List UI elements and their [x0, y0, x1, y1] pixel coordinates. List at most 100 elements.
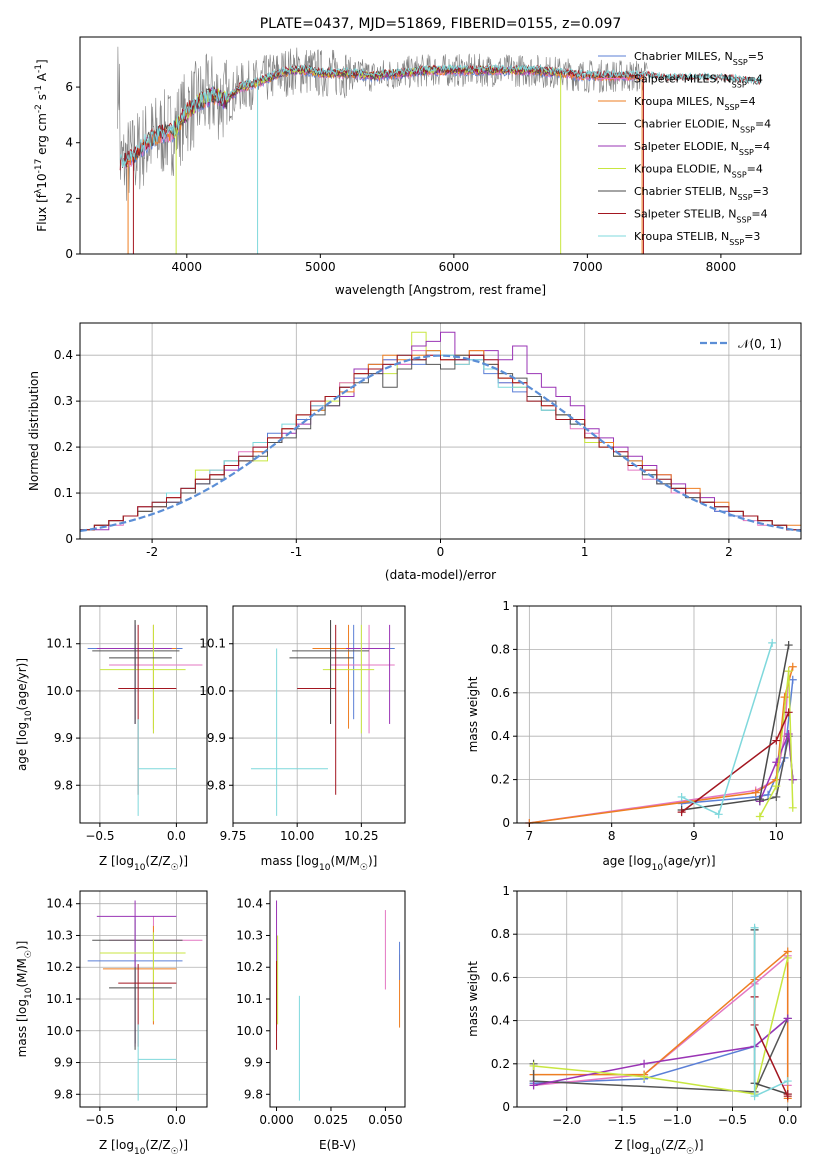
y-tick-label: 1	[502, 884, 510, 898]
series-marker	[788, 662, 797, 671]
y-tick-label: 0	[65, 532, 73, 546]
series-kroupa-elodie	[529, 953, 792, 1099]
y-tick-label: 10.4	[46, 897, 73, 911]
series-line	[533, 1017, 789, 1084]
label-part: (Z/Z	[145, 1138, 170, 1152]
legend-sub: SSP	[736, 215, 751, 224]
series-marker	[750, 1092, 759, 1101]
y-tick-label: 9.9	[207, 731, 226, 745]
x-axis-label: age [log10(age/yr)]	[602, 854, 715, 873]
plot-frame	[516, 605, 802, 824]
legend-value: =4	[747, 73, 763, 86]
series-marker	[755, 795, 764, 804]
errorbar-kroupa-elodie	[99, 624, 186, 734]
errorbar-salpeter-elodie	[345, 624, 391, 724]
series-marker	[784, 708, 793, 717]
x-axis-label: Z [log10(Z/Z☉)]	[99, 1138, 188, 1157]
series-marker	[784, 667, 793, 676]
series-salpeter-elodie	[529, 1014, 792, 1090]
legend-label: Chabrier MILES, N	[634, 50, 733, 63]
label-part: Z [log	[99, 1138, 134, 1152]
label-part: A	[35, 72, 49, 85]
label-part: 10	[134, 863, 146, 873]
errorbar-kroupa-stelib	[250, 648, 328, 816]
label-part: 10	[649, 1147, 661, 1157]
series-salpeter-stelib	[677, 708, 793, 817]
y-axis-label: Normed distribution	[27, 371, 41, 491]
series-kroupa-stelib	[750, 923, 792, 1101]
weight-lines	[529, 923, 792, 1103]
errorbar-kroupa-elodie	[99, 932, 186, 1022]
chart-title: PLATE=0437, MJD=51869, FIBERID=0155, z=0…	[260, 16, 622, 32]
errorbar-salpeter-stelib	[297, 624, 337, 795]
legend-label: Kroupa MILES, N	[634, 95, 724, 108]
series-marker	[640, 1072, 649, 1081]
series-marker	[772, 792, 781, 801]
y-axis-label: mass [log10(M/M☉)]	[15, 941, 34, 1058]
y-tick-label: 10.1	[46, 637, 73, 651]
label-part: Z [log	[614, 1138, 649, 1152]
label-part: )]	[15, 941, 29, 950]
x-tick-label: −0.5	[85, 1113, 114, 1127]
y-tick-label: 9.8	[244, 1087, 263, 1101]
x-tick-label: 7	[526, 829, 534, 843]
label-part: 10	[24, 710, 34, 722]
metallicity-weight-panel: −2.0 −1.5 −1.0 −0.5 0.0 0 0.2 0.4 0.6 0.8 1 Z [log1…	[466, 884, 802, 1157]
label-part: )]	[368, 854, 377, 868]
y-tick-label: 0	[502, 816, 510, 830]
plot-frame	[79, 36, 802, 255]
x-axis-label: Z [log10(Z/Z☉)]	[614, 1138, 703, 1157]
label-part: Flux [f	[35, 193, 49, 231]
label-part: 10	[319, 863, 331, 873]
y-axis-label: age [log10(age/yr)]	[15, 658, 34, 771]
x-axis-label: E(B-V)	[319, 1138, 356, 1152]
x-tick-label: 5000	[305, 260, 336, 274]
x-tick-label: 2	[725, 545, 733, 559]
legend-value: =3	[753, 185, 769, 198]
y-tick-label: 0	[65, 247, 73, 261]
errorbar-kroupa-miles	[312, 624, 382, 729]
y-tick-label: 9.8	[54, 778, 73, 792]
label-part: s	[35, 94, 49, 104]
y-tick-label: 10.0	[46, 1024, 73, 1038]
errorbar-kroupa-stelib	[137, 1024, 177, 1101]
x-tick-label: 0.025	[314, 1113, 348, 1127]
series-marker	[772, 782, 781, 791]
errorbar-kroupa-stelib	[137, 719, 177, 816]
y-tick-label: 9.8	[54, 1087, 73, 1101]
mass-age-panel: 9.75 10.00 10.25 9.8 9.9 10.0 10.1 mass [log10(…	[199, 605, 406, 873]
y-tick-label: 10.0	[236, 1024, 263, 1038]
series-marker	[755, 812, 764, 821]
errorbar-salpeter-elodie	[96, 900, 177, 1047]
y-tick-label: 0.4	[491, 729, 510, 743]
errorbar-chabrier-stelib	[109, 620, 172, 724]
x-tick-label: -1	[290, 545, 302, 559]
series-line	[753, 929, 788, 1095]
x-tick-label: 0.000	[259, 1113, 293, 1127]
legend-value: =4	[739, 95, 755, 108]
metallicity-age-panel: −0.5 0.09.89.910.010.1Z [log10(Z/Z☉)]age …	[15, 605, 208, 873]
series-line	[533, 949, 789, 1099]
errorbar-chabrier-stelib	[289, 620, 354, 724]
series-kroupa-elodie	[755, 667, 797, 821]
label-part: (M/M	[330, 854, 359, 868]
errorbar-salpeter-miles	[109, 916, 203, 1025]
label-part: )]	[179, 854, 188, 868]
label-part: 10	[24, 987, 34, 999]
spectrum-lines	[117, 46, 762, 254]
label-part: erg cm	[35, 113, 49, 159]
errorbar-chabrier-miles	[312, 624, 395, 720]
label-part: (Z/Z	[145, 854, 170, 868]
y-tick-label: 0.1	[54, 486, 73, 500]
plot-frame	[232, 605, 406, 824]
errorbar-kroupa-elodie	[322, 624, 375, 734]
x-tick-label: 4000	[172, 260, 203, 274]
extinction-mass-panel: 0.000 0.025 0.050 9.8 9.9 10.0 10.1 10.2 10.3 10.…	[236, 890, 406, 1152]
label-part: 10	[652, 863, 664, 873]
legend-value: =4	[747, 163, 763, 176]
legend-value: =4	[754, 140, 770, 153]
y-tick-label: 10.2	[236, 960, 263, 974]
y-tick-label: 10.0	[199, 684, 226, 698]
x-axis-label: wavelength [Angstrom, rest frame]	[335, 283, 546, 297]
